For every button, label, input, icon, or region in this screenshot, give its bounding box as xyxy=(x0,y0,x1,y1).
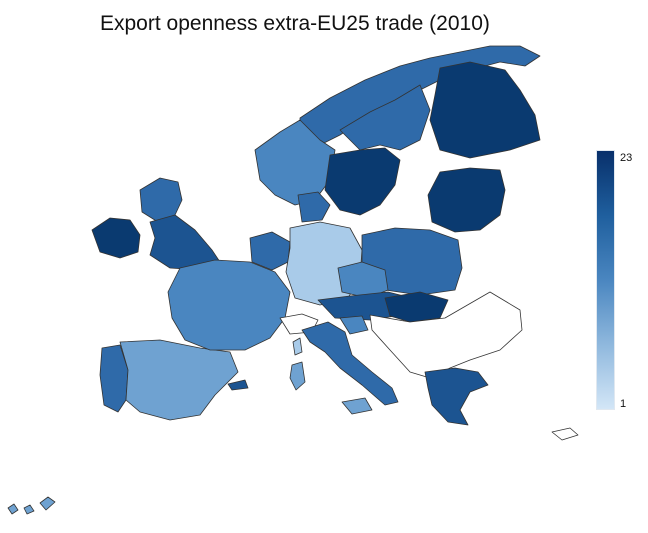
region-sicily xyxy=(341,397,373,415)
region-slovenia xyxy=(339,315,369,335)
region-spain xyxy=(119,339,239,421)
region-corsica xyxy=(292,337,303,356)
region-hungary xyxy=(384,291,449,323)
region-baltics xyxy=(427,167,506,233)
region-sweden-south xyxy=(324,147,401,216)
region-denmark xyxy=(297,191,331,223)
region-sardinia xyxy=(289,361,306,391)
region-ireland xyxy=(91,217,141,259)
region-cyprus xyxy=(551,427,579,441)
region-scotland xyxy=(139,177,183,223)
region-greece xyxy=(424,367,489,426)
legend-max-label: 23 xyxy=(620,152,633,164)
region-czech xyxy=(337,261,389,299)
region-balkans xyxy=(369,291,523,379)
region-france xyxy=(167,259,291,351)
region-sweden-north xyxy=(339,84,431,151)
region-italy xyxy=(301,321,399,406)
legend-color-bar xyxy=(596,150,615,410)
region-finland xyxy=(429,61,541,159)
map-title: Export openness extra-EU25 trade (2010) xyxy=(100,12,490,35)
region-canaries xyxy=(7,496,56,515)
region-baleares xyxy=(227,379,249,391)
region-portugal xyxy=(99,344,129,413)
legend-min-label: 1 xyxy=(620,398,627,410)
